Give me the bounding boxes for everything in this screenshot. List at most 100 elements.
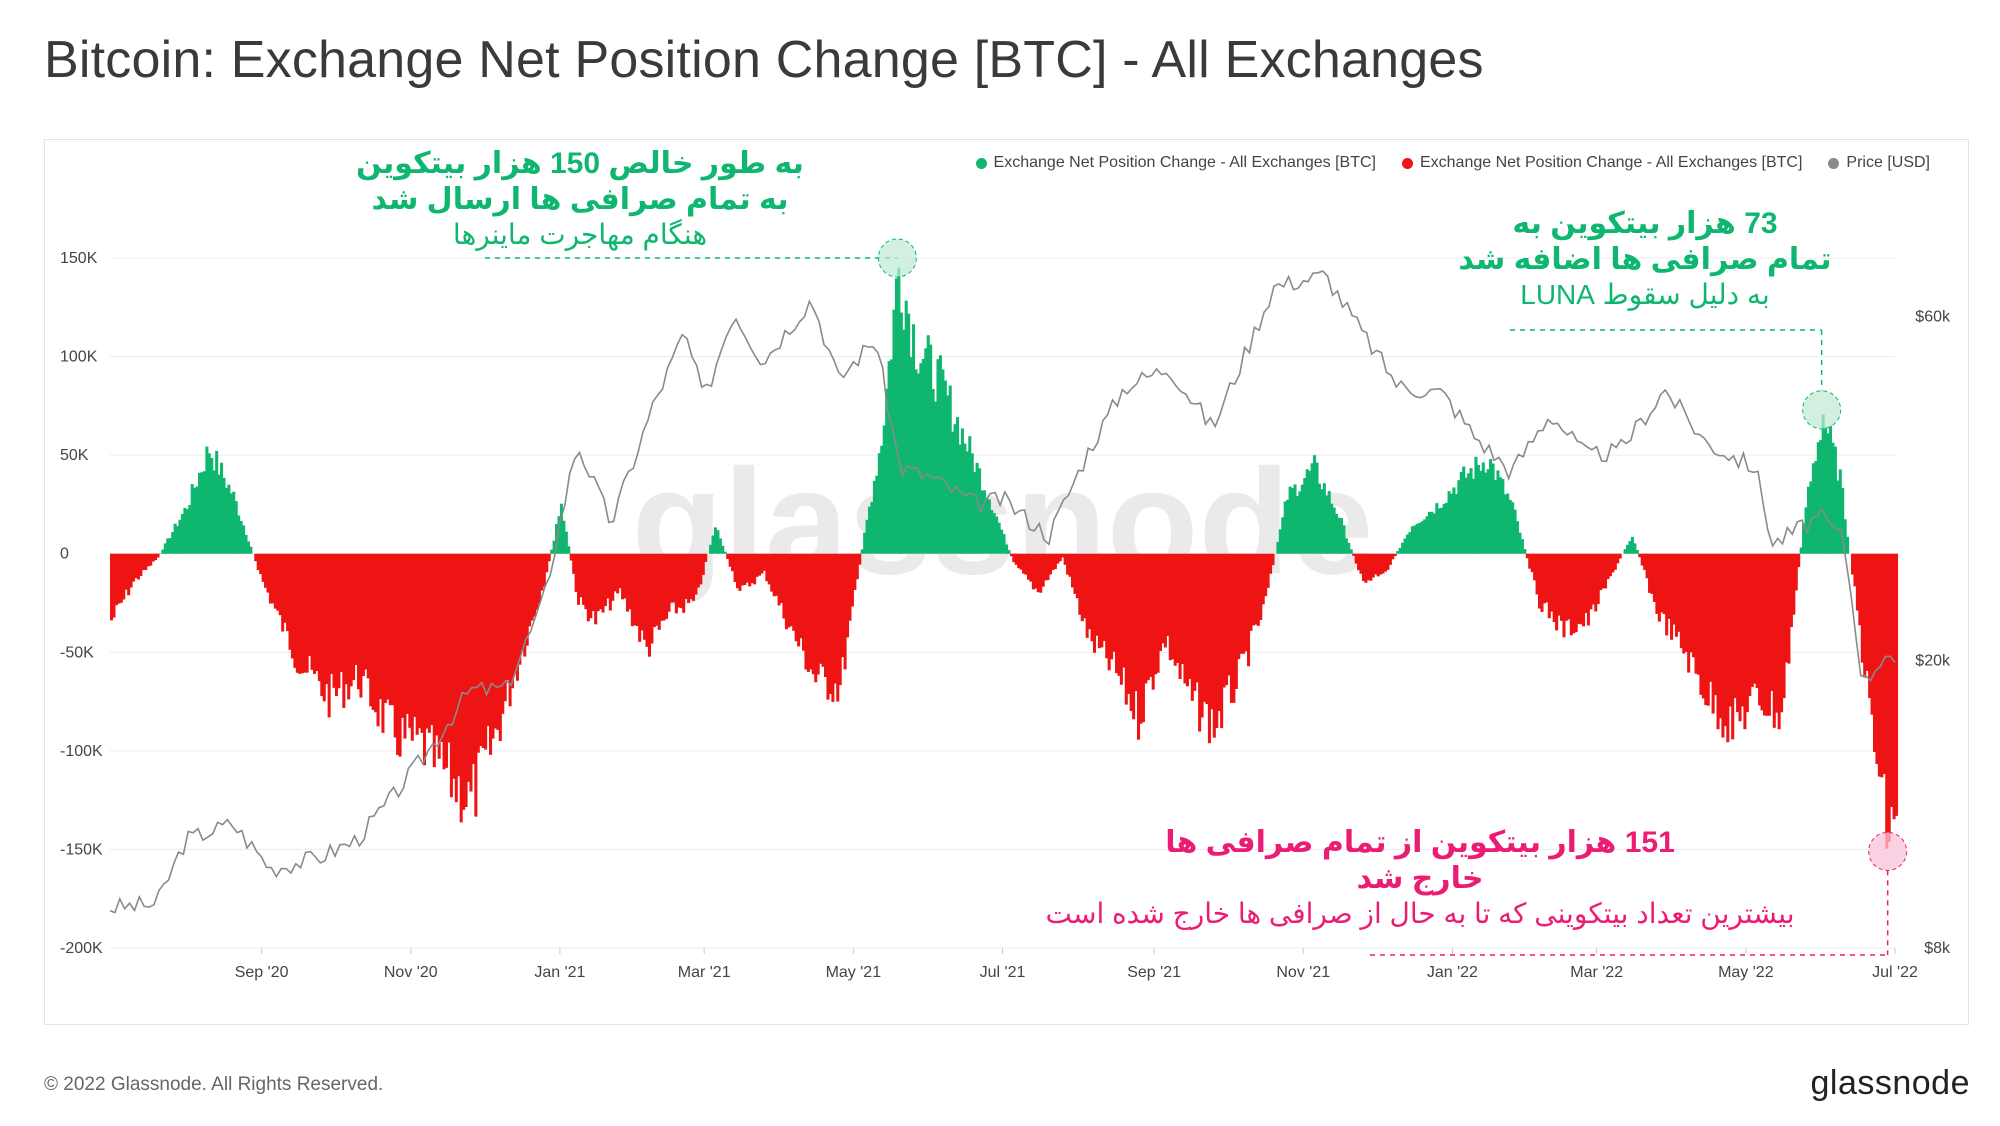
net-position-bar — [1445, 502, 1449, 554]
net-position-bar — [1330, 503, 1334, 554]
net-position-bar — [430, 553, 434, 726]
net-position-bar — [1545, 553, 1549, 603]
net-position-bar — [794, 553, 798, 642]
footer-copyright: © 2022 Glassnode. All Rights Reserved. — [44, 1074, 384, 1095]
net-position-bar — [1748, 553, 1752, 696]
net-position-bar — [498, 553, 502, 741]
net-position-bar — [611, 553, 615, 601]
net-position-bar — [1009, 553, 1013, 557]
legend-item-negative[interactable]: Exchange Net Position Change - All Excha… — [1401, 154, 1802, 172]
net-position-bar — [1582, 553, 1586, 627]
net-position-bar — [1657, 553, 1661, 622]
net-position-bar — [1799, 547, 1803, 554]
net-position-bar — [1092, 553, 1097, 653]
net-position-bar — [528, 553, 532, 627]
net-position-bar — [1816, 442, 1820, 554]
net-position-bar — [1256, 553, 1260, 626]
net-position-bar — [946, 395, 950, 554]
net-position-bar — [709, 544, 713, 554]
net-position-bar — [1672, 553, 1676, 625]
net-position-bar — [1503, 494, 1507, 554]
net-position-bar — [1000, 529, 1004, 554]
net-position-bar — [1344, 538, 1348, 554]
net-position-bar — [1247, 553, 1251, 667]
net-position-bar — [180, 513, 184, 554]
net-position-bar — [195, 486, 199, 554]
net-position-bar — [1865, 553, 1869, 671]
net-position-bar — [1784, 553, 1789, 663]
net-position-bar — [283, 553, 287, 623]
net-position-bar — [374, 553, 378, 713]
net-position-bar — [1667, 553, 1671, 619]
net-position-bar — [352, 553, 356, 680]
net-position-bar — [1660, 553, 1664, 613]
net-position-bar — [400, 553, 405, 718]
net-position-bar — [599, 553, 603, 610]
net-position-bar — [1591, 553, 1595, 605]
net-position-bar — [1802, 523, 1806, 554]
net-position-bar — [273, 553, 277, 609]
net-position-bar — [112, 553, 116, 618]
net-position-bar — [254, 553, 258, 562]
net-position-bar — [1359, 553, 1363, 574]
net-position-bar — [452, 553, 456, 779]
legend-item-price[interactable]: Price [USD] — [1828, 154, 1930, 172]
net-position-bar — [1276, 542, 1280, 554]
legend-item-positive[interactable]: Exchange Net Position Change - All Excha… — [975, 154, 1376, 172]
net-position-bar — [1677, 553, 1681, 632]
net-position-bar — [176, 526, 180, 554]
y-left-tick-label: 50K — [60, 447, 89, 464]
net-position-bar — [1863, 553, 1867, 678]
net-position-bar — [525, 553, 529, 646]
net-position-bar — [1895, 553, 1899, 816]
net-position-bar — [220, 462, 224, 554]
net-position-bar — [1156, 553, 1160, 673]
net-position-bar — [581, 553, 585, 605]
net-position-bar — [1048, 553, 1053, 575]
net-position-bar — [809, 553, 813, 670]
x-tick-label: Jul '22 — [1872, 964, 1918, 981]
net-position-bar — [484, 553, 488, 750]
net-position-bar — [1530, 553, 1534, 573]
net-position-bar — [616, 553, 620, 594]
net-position-bar — [1075, 553, 1079, 599]
net-position-bar — [1146, 553, 1150, 681]
y-right-tick-label: $60k — [1915, 308, 1951, 325]
net-position-bar — [650, 553, 654, 644]
net-position-bar — [801, 553, 806, 651]
net-position-bar — [1244, 553, 1248, 652]
net-position-bar — [1828, 425, 1833, 554]
net-position-bar — [173, 523, 177, 554]
net-position-bar — [1723, 553, 1727, 727]
net-position-bar — [1538, 553, 1542, 609]
net-position-bar — [982, 490, 986, 554]
net-position-bar — [1100, 553, 1104, 648]
net-position-bar — [114, 553, 118, 606]
net-position-bar — [1772, 553, 1776, 728]
legend: Exchange Net Position Change - All Excha… — [975, 154, 1930, 172]
net-position-bar — [1706, 553, 1710, 706]
net-position-bar — [1716, 553, 1720, 730]
net-position-bar — [753, 553, 757, 585]
net-position-bar — [540, 553, 544, 591]
net-position-bar — [1320, 489, 1324, 554]
net-position-bar — [667, 553, 671, 612]
net-position-bar — [207, 453, 211, 554]
net-position-bar — [1689, 553, 1693, 653]
annotation-luna-marker — [1802, 390, 1842, 430]
net-position-bar — [1506, 493, 1510, 554]
net-position-bar — [589, 553, 593, 619]
net-position-bar — [1811, 463, 1815, 554]
net-position-bar — [117, 553, 121, 604]
net-position-bar — [405, 553, 409, 714]
net-position-bar — [1286, 499, 1290, 554]
net-position-bar — [723, 551, 727, 554]
net-position-bar — [921, 358, 925, 554]
net-position-bar — [1579, 553, 1583, 625]
net-position-bar — [1019, 553, 1023, 570]
net-position-bar — [814, 553, 818, 683]
net-position-bar — [1078, 553, 1082, 615]
legend-dot-icon — [975, 157, 987, 169]
net-position-bar — [1440, 507, 1444, 554]
net-position-bar — [740, 553, 744, 586]
